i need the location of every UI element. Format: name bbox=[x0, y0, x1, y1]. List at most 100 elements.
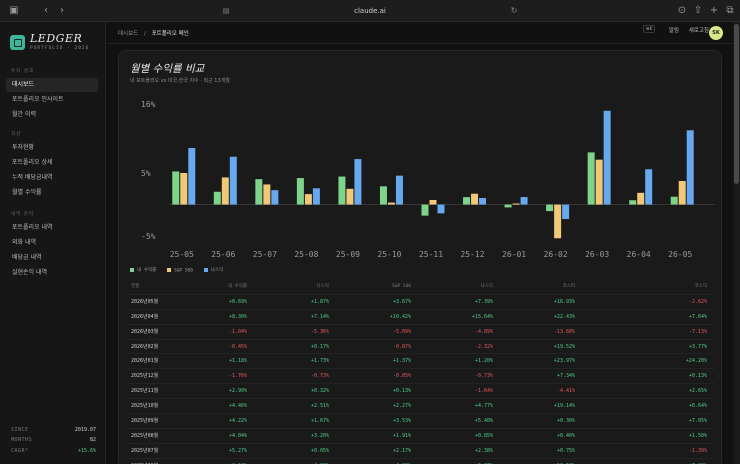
url-text: claude.ai bbox=[354, 7, 386, 15]
table-row[interactable]: 2026년04월 +8.30% +7.14% +10.42% +15.64% +22.43… bbox=[127, 310, 715, 325]
monthly-returns-card: 월별 수익률 비교 내 포트폴리오 vs 미국·한국 지수 · 최근 13개월 … bbox=[118, 50, 722, 464]
reload-icon[interactable]: ↻ bbox=[510, 6, 518, 15]
bar-nasdaq[interactable] bbox=[395, 175, 403, 205]
bar-nasdaq[interactable] bbox=[603, 110, 611, 205]
bar-mine[interactable] bbox=[504, 204, 512, 208]
bar-sp500[interactable] bbox=[595, 159, 603, 205]
download-icon[interactable]: ⊙ bbox=[677, 5, 687, 16]
card-title: 월별 수익률 비교 bbox=[130, 63, 205, 75]
sidebar-item-dashboard[interactable]: 대시보드 bbox=[6, 78, 98, 92]
sidebar-item-dividend-records[interactable]: 배당금 내역 bbox=[12, 254, 42, 261]
table-cell-return: +6.27% bbox=[475, 459, 493, 464]
table-row[interactable]: 2025년11월 +2.90% +0.32% +0.13% -1.64% -4.41% +2… bbox=[127, 384, 715, 400]
table-row[interactable]: 2025년07월 +5.27% +0.05% +2.17% +2.38% +0.75% -1… bbox=[127, 444, 715, 459]
bar-mine[interactable] bbox=[463, 197, 471, 205]
tabs-overview-icon[interactable]: ⧉ bbox=[726, 5, 734, 16]
bar-sp500[interactable] bbox=[221, 177, 229, 205]
address-bar[interactable]: ▤ claude.ai ↻ bbox=[220, 4, 520, 18]
refresh-link[interactable]: 새로고침 bbox=[688, 28, 709, 34]
bar-sp500[interactable] bbox=[180, 172, 188, 205]
table-row[interactable]: 2026년02월 -0.45% +0.17% -0.87% -2.32% +19.52% +… bbox=[127, 340, 715, 355]
table-row[interactable]: 2025년12월 -1.76% -0.73% -0.05% -0.73% +7.34% +0… bbox=[127, 369, 715, 385]
sidebar-item-portfolio-records[interactable]: 포트폴리오 내역 bbox=[12, 224, 53, 231]
bar-mine[interactable] bbox=[255, 179, 263, 205]
forward-icon[interactable]: › bbox=[60, 5, 64, 16]
sidebar-item-monthly-history[interactable]: 월간 이력 bbox=[12, 111, 36, 118]
breadcrumb-parent[interactable]: 대시보드 bbox=[118, 31, 139, 37]
sidebar-item-investments[interactable]: 투자현황 bbox=[12, 144, 35, 151]
sidebar-item-monthly-returns[interactable]: 월별 수익률 bbox=[12, 189, 42, 196]
table-cell-return: +0.17% bbox=[310, 343, 329, 350]
bar-sp500[interactable] bbox=[471, 193, 479, 205]
bar-mine[interactable] bbox=[587, 152, 595, 205]
table-cell-return: +2.17% bbox=[392, 447, 411, 454]
bar-nasdaq[interactable] bbox=[686, 130, 694, 205]
table-cell-return: +2.27% bbox=[392, 403, 411, 410]
table-cell-month: 2026년02월 bbox=[131, 343, 159, 350]
bar-nasdaq[interactable] bbox=[645, 169, 653, 205]
y-tick-label: 16% bbox=[141, 100, 156, 109]
bar-mine[interactable] bbox=[421, 204, 429, 216]
stat-value: 2019.07 bbox=[74, 427, 96, 433]
table-row[interactable]: 2026년01월 +1.18% +1.73% +1.37% +1.20% +23.97% +… bbox=[127, 354, 715, 370]
table-row[interactable]: 2026년05월 +0.69% +1.87% +3.67% +7.39% +16.93% -… bbox=[127, 295, 715, 310]
bar-sp500[interactable] bbox=[512, 203, 520, 205]
sidebar-toggle-icon[interactable]: ▣ bbox=[9, 5, 19, 16]
bar-mine[interactable] bbox=[629, 200, 637, 205]
x-tick-label: 26-03 bbox=[585, 250, 609, 259]
avatar[interactable]: SK bbox=[709, 26, 723, 40]
bar-sp500[interactable] bbox=[678, 181, 686, 205]
bar-mine[interactable] bbox=[172, 171, 180, 205]
bar-nasdaq[interactable] bbox=[520, 197, 528, 205]
scrollbar-thumb[interactable] bbox=[734, 24, 739, 184]
bar-sp500[interactable] bbox=[429, 199, 437, 205]
bar-nasdaq[interactable] bbox=[188, 148, 196, 205]
table-row[interactable]: 2025년10월 +4.46% +2.51% +2.27% +4.77% +19.14% +… bbox=[127, 399, 715, 415]
stat-label: MONTHS bbox=[11, 437, 33, 443]
bar-nasdaq[interactable] bbox=[479, 198, 487, 205]
breadcrumb-current: 포트폴리오 메인 bbox=[151, 31, 189, 37]
bar-sp500[interactable] bbox=[387, 202, 395, 205]
bar-nasdaq[interactable] bbox=[562, 204, 570, 220]
legend-label: 내 수익률 bbox=[137, 268, 157, 273]
bar-mine[interactable] bbox=[213, 191, 221, 205]
bar-sp500[interactable] bbox=[304, 194, 312, 205]
table-cell-return: +0.40% bbox=[556, 432, 575, 439]
sidebar-item-portfolio-detail[interactable]: 포트폴리오 상세 bbox=[12, 159, 53, 166]
notifications-link[interactable]: 알림 bbox=[668, 28, 679, 34]
table-cell-return: +4.04% bbox=[228, 432, 247, 439]
scrollbar[interactable] bbox=[733, 22, 740, 464]
bar-nasdaq[interactable] bbox=[271, 190, 279, 205]
bar-mine[interactable] bbox=[546, 204, 554, 212]
command-shortcut[interactable]: ⌘K bbox=[643, 25, 655, 33]
sidebar-item-realized-pnl[interactable]: 실현손익 내역 bbox=[12, 269, 48, 276]
table-cell-month: 2026년01월 bbox=[131, 358, 159, 365]
table-cell-return: +2.04% bbox=[229, 459, 247, 464]
bar-nasdaq[interactable] bbox=[312, 188, 320, 205]
table-row[interactable]: 2025년09월 +4.22% +1.67% +3.53% +5.40% +0.30% +7… bbox=[127, 414, 715, 429]
bar-mine[interactable] bbox=[670, 196, 678, 205]
bar-nasdaq[interactable] bbox=[354, 159, 362, 205]
sidebar-item-portfolio-insight[interactable]: 포트폴리오 인사이트 bbox=[12, 96, 64, 103]
bar-mine[interactable] bbox=[338, 176, 346, 205]
table-row[interactable]: 2025년06월 +2.04% +4.32% +4.96% +6.27% +13.53% +… bbox=[127, 459, 715, 464]
bar-nasdaq[interactable] bbox=[437, 204, 445, 214]
table-row[interactable]: 2025년08월 +4.04% +3.20% +1.91% +0.85% +0.40% +1… bbox=[127, 429, 715, 444]
sidebar-item-fx-records[interactable]: 외화 내역 bbox=[12, 239, 36, 246]
bar-sp500[interactable] bbox=[554, 204, 562, 239]
new-tab-icon[interactable]: + bbox=[709, 5, 719, 16]
bar-mine[interactable] bbox=[379, 186, 387, 205]
table-row[interactable]: 2026년03월 -1.04% -5.36% -5.09% -4.89% -13.68% -… bbox=[127, 325, 715, 340]
bar-mine[interactable] bbox=[296, 178, 304, 205]
browser-toolbar: ▣ ‹ › ▤ claude.ai ↻ ⊙ ⇧ + ⧉ bbox=[0, 0, 740, 22]
sidebar-item-cumulative-dividends[interactable]: 누적 배당금내역 bbox=[12, 174, 53, 181]
bar-sp500[interactable] bbox=[346, 188, 354, 205]
table-header-cell: 나스닥 bbox=[316, 284, 329, 289]
back-icon[interactable]: ‹ bbox=[44, 5, 48, 16]
share-icon[interactable]: ⇧ bbox=[693, 5, 703, 16]
table-cell-return: -2.62% bbox=[688, 298, 707, 305]
bar-nasdaq[interactable] bbox=[229, 156, 237, 205]
bar-sp500[interactable] bbox=[263, 184, 271, 205]
table-cell-return: +6.64% bbox=[688, 403, 707, 410]
bar-sp500[interactable] bbox=[637, 192, 645, 205]
